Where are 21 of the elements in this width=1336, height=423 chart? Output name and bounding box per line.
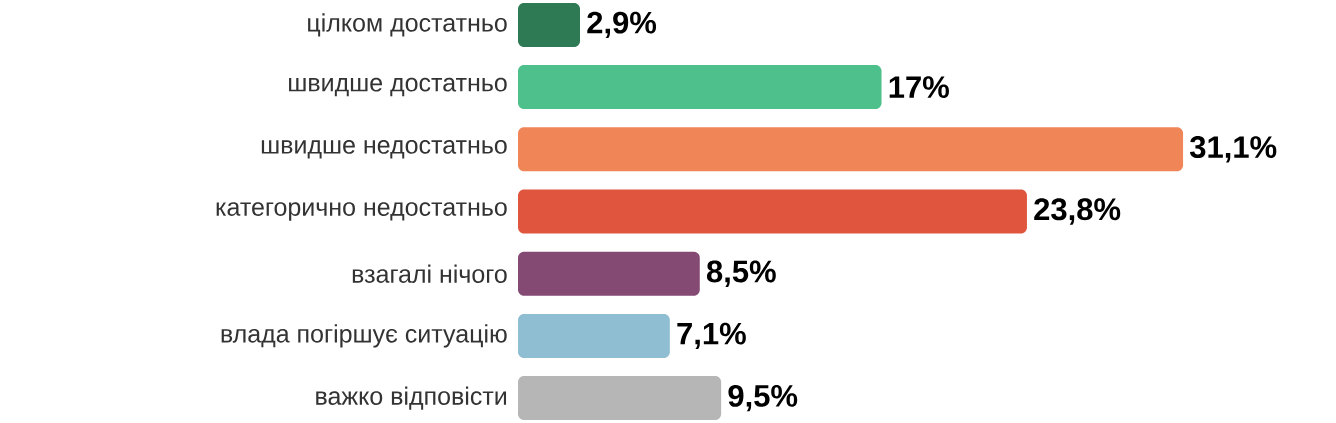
y-tick-label: влада погіршує ситуацію (221, 324, 507, 348)
data-label: 17% (889, 76, 949, 98)
data-label: 8,5% (706, 260, 776, 287)
bar (518, 2, 581, 47)
y-tick-label: цілком достатньо (308, 13, 507, 37)
bar (518, 65, 882, 110)
bar (518, 376, 722, 421)
y-tick-label: категорично недостатньо (216, 202, 507, 221)
data-label: 9,5% (728, 384, 798, 412)
data-label: 23,8% (1034, 198, 1121, 225)
bar (518, 127, 1184, 172)
y-tick-label: швидше недостатньо (261, 140, 507, 159)
y-tick-label: важко відповісти (316, 386, 507, 410)
bar (518, 313, 670, 358)
data-label: 7,1% (677, 322, 746, 350)
y-tick-label: швидше достатньо (289, 77, 507, 97)
bar (518, 251, 700, 296)
bar (518, 189, 1027, 234)
y-tick-label: взагалі нічого (352, 264, 507, 283)
data-label: 2,9% (587, 11, 657, 39)
data-label: 31,1% (1189, 136, 1277, 163)
